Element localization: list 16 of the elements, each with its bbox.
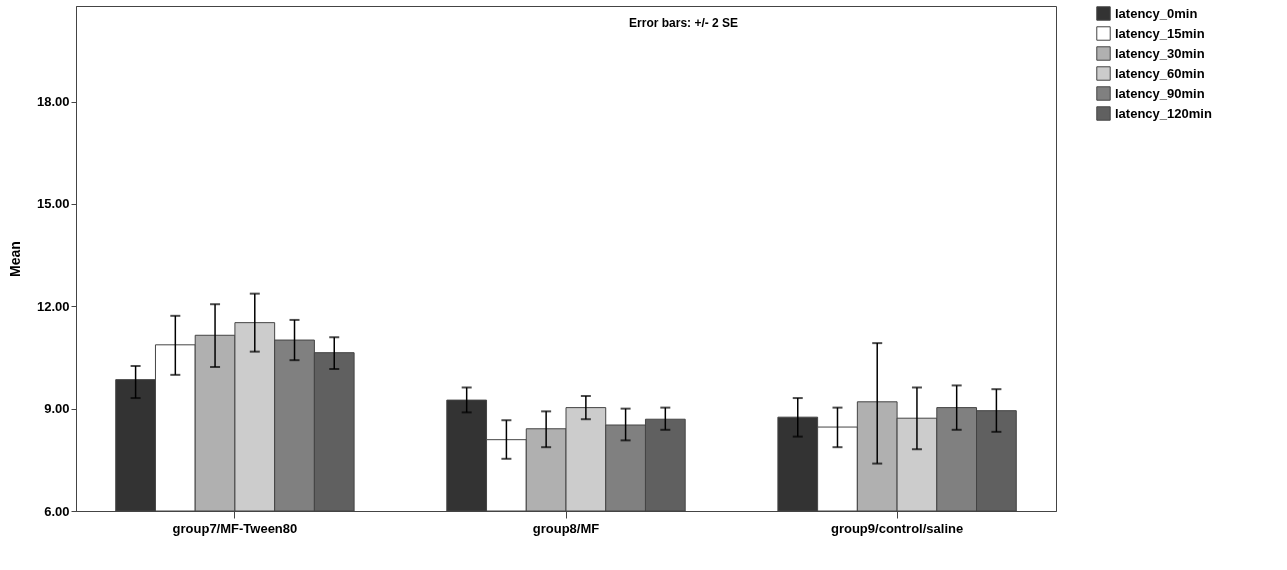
x-tick-label: group7/MF-Tween80 xyxy=(172,520,298,536)
legend-label: latency_120min xyxy=(1115,105,1212,121)
y-tick-label: 6.00 xyxy=(44,503,70,519)
y-tick-label: 18.00 xyxy=(36,94,70,110)
legend-label: latency_60min xyxy=(1115,65,1205,81)
y-tick-label: 15.00 xyxy=(36,196,70,212)
legend-label: latency_15min xyxy=(1115,25,1205,41)
legend-label: latency_30min xyxy=(1115,45,1205,61)
annotation: Error bars: +/- 2 SE xyxy=(629,16,739,30)
x-tick-label: group8/MF xyxy=(532,520,600,536)
y-axis-title: Mean xyxy=(6,241,23,277)
x-tick-label: group9/control/saline xyxy=(830,520,964,536)
legend-label: latency_0min xyxy=(1115,5,1198,21)
legend-label: latency_90min xyxy=(1115,85,1205,101)
y-tick-label: 9.00 xyxy=(44,401,70,417)
y-tick-label: 12.00 xyxy=(36,298,70,314)
